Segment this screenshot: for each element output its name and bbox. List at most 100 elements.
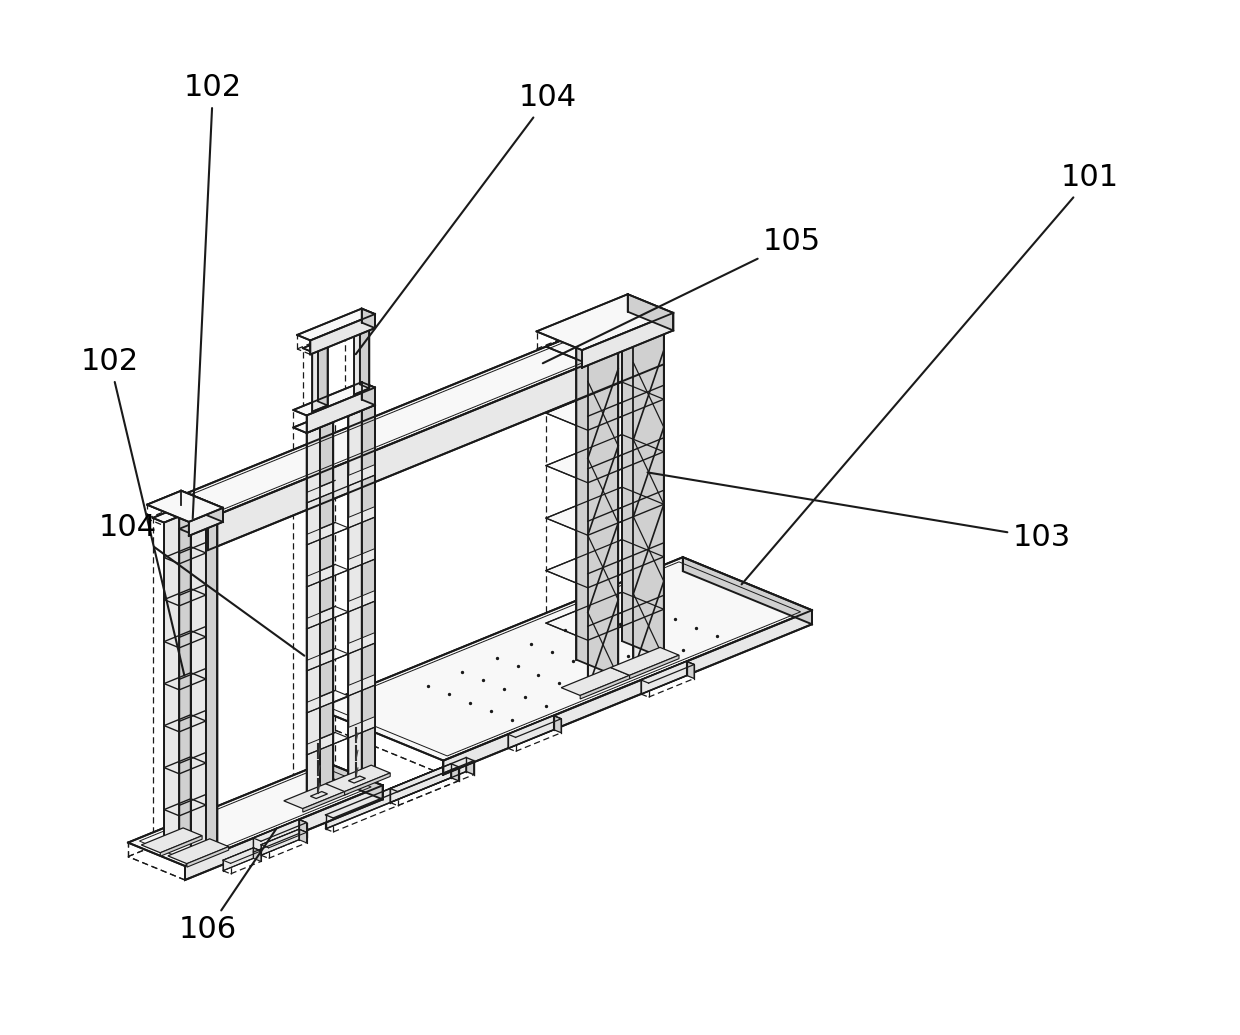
- Polygon shape: [180, 518, 217, 533]
- Polygon shape: [508, 715, 553, 748]
- Polygon shape: [588, 368, 619, 459]
- Polygon shape: [362, 382, 374, 405]
- Polygon shape: [630, 655, 680, 679]
- Polygon shape: [317, 342, 327, 406]
- Polygon shape: [546, 334, 619, 363]
- Polygon shape: [306, 565, 334, 587]
- Polygon shape: [537, 294, 673, 350]
- Polygon shape: [546, 382, 663, 431]
- Polygon shape: [164, 511, 191, 848]
- Polygon shape: [141, 828, 202, 853]
- Polygon shape: [148, 491, 223, 522]
- Text: 105: 105: [543, 228, 821, 363]
- Polygon shape: [306, 524, 334, 545]
- Polygon shape: [348, 776, 366, 783]
- Polygon shape: [577, 334, 619, 677]
- Polygon shape: [166, 316, 663, 519]
- Polygon shape: [160, 835, 202, 856]
- Polygon shape: [348, 506, 374, 528]
- Polygon shape: [299, 829, 306, 842]
- Polygon shape: [294, 417, 334, 433]
- Polygon shape: [310, 792, 327, 799]
- Polygon shape: [314, 557, 812, 761]
- Polygon shape: [326, 758, 474, 818]
- Polygon shape: [326, 758, 466, 829]
- Polygon shape: [345, 773, 391, 795]
- Polygon shape: [180, 626, 206, 648]
- Polygon shape: [312, 346, 327, 412]
- Polygon shape: [164, 579, 191, 599]
- Polygon shape: [191, 523, 217, 859]
- Polygon shape: [164, 589, 206, 605]
- Polygon shape: [627, 294, 673, 330]
- Text: 102: 102: [81, 348, 185, 676]
- Polygon shape: [181, 491, 223, 522]
- Polygon shape: [588, 385, 663, 431]
- Polygon shape: [253, 820, 306, 841]
- Polygon shape: [687, 661, 694, 679]
- Polygon shape: [164, 789, 191, 809]
- Polygon shape: [508, 715, 562, 737]
- Polygon shape: [164, 546, 206, 564]
- Polygon shape: [223, 848, 260, 863]
- Polygon shape: [582, 313, 673, 367]
- Polygon shape: [546, 435, 663, 482]
- Polygon shape: [164, 536, 191, 558]
- Polygon shape: [345, 325, 370, 335]
- Polygon shape: [591, 316, 663, 345]
- Polygon shape: [180, 752, 206, 774]
- Polygon shape: [164, 620, 191, 642]
- Polygon shape: [310, 314, 374, 354]
- Polygon shape: [546, 539, 663, 588]
- Text: 103: 103: [647, 472, 1071, 553]
- Polygon shape: [320, 607, 348, 618]
- Polygon shape: [622, 316, 663, 364]
- Polygon shape: [588, 491, 663, 535]
- Polygon shape: [253, 820, 299, 852]
- Polygon shape: [303, 790, 348, 812]
- Polygon shape: [320, 417, 334, 793]
- Polygon shape: [180, 795, 206, 816]
- Polygon shape: [355, 329, 370, 394]
- Polygon shape: [306, 608, 334, 629]
- Polygon shape: [206, 518, 217, 848]
- Polygon shape: [303, 342, 327, 352]
- Polygon shape: [320, 564, 348, 576]
- Polygon shape: [466, 758, 474, 774]
- Polygon shape: [164, 662, 191, 683]
- Polygon shape: [451, 764, 459, 780]
- Polygon shape: [188, 508, 223, 536]
- Polygon shape: [298, 308, 374, 341]
- Polygon shape: [320, 690, 348, 702]
- Polygon shape: [148, 491, 223, 522]
- Polygon shape: [180, 585, 206, 605]
- Polygon shape: [391, 764, 451, 802]
- Polygon shape: [546, 487, 663, 535]
- Polygon shape: [622, 316, 663, 658]
- Polygon shape: [320, 523, 348, 534]
- Polygon shape: [164, 715, 206, 732]
- Polygon shape: [588, 542, 663, 588]
- Polygon shape: [167, 838, 228, 863]
- Polygon shape: [348, 465, 374, 485]
- Polygon shape: [348, 632, 374, 654]
- Polygon shape: [348, 675, 374, 696]
- Polygon shape: [187, 847, 228, 867]
- Polygon shape: [260, 829, 299, 855]
- Polygon shape: [683, 557, 812, 624]
- Polygon shape: [320, 733, 348, 744]
- Polygon shape: [320, 480, 348, 492]
- Polygon shape: [444, 611, 812, 774]
- Polygon shape: [306, 650, 334, 671]
- Polygon shape: [164, 673, 206, 690]
- Text: 104: 104: [99, 513, 304, 656]
- Polygon shape: [641, 661, 694, 683]
- Polygon shape: [562, 668, 630, 696]
- Polygon shape: [164, 704, 191, 726]
- Polygon shape: [348, 716, 374, 738]
- Polygon shape: [588, 523, 619, 613]
- Polygon shape: [348, 591, 374, 612]
- Text: 102: 102: [184, 73, 242, 519]
- Text: 101: 101: [742, 164, 1118, 585]
- Polygon shape: [588, 351, 619, 689]
